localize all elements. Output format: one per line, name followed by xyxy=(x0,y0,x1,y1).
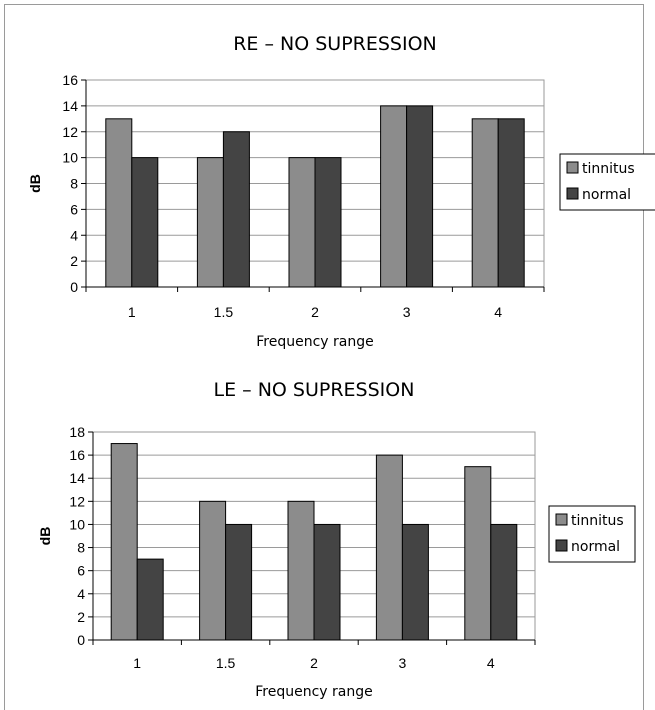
bar-normal-4 xyxy=(497,118,525,288)
legend-swatch-tinnitus xyxy=(566,161,579,174)
x-tick-label: 3 xyxy=(399,655,407,671)
chart-title: LE – NO SUPRESSION xyxy=(214,379,415,401)
y-tick-label: 2 xyxy=(70,253,78,269)
y-tick-label: 18 xyxy=(69,424,85,440)
bar-normal-4 xyxy=(490,523,518,641)
bar-tinnitus-2 xyxy=(287,500,315,641)
legend-swatch-normal xyxy=(555,539,568,552)
x-axis-label: Frequency range xyxy=(256,334,373,350)
y-tick-label: 4 xyxy=(77,586,85,602)
y-tick-label: 8 xyxy=(70,176,78,192)
bar-normal-2 xyxy=(314,157,342,288)
x-tick-label: 1.5 xyxy=(214,304,234,320)
bar-normal-1.5 xyxy=(222,131,250,288)
y-axis-label: dB xyxy=(27,174,43,193)
bar-tinnitus-2 xyxy=(288,157,316,288)
chart-1: RE – NO SUPRESSION 0 2 4 6 8 10 12 14 16 1 1.5 2 3 4 Fr… xyxy=(27,33,655,350)
x-tick-label: 4 xyxy=(494,304,502,320)
y-tick-label: 16 xyxy=(62,72,78,88)
legend-swatch-tinnitus xyxy=(555,513,568,526)
bar-tinnitus-1 xyxy=(110,443,138,641)
bar-tinnitus-3 xyxy=(380,105,408,288)
bar-normal-1 xyxy=(131,157,159,288)
legend: tinnitus normal xyxy=(559,153,655,211)
x-tick-label: 1.5 xyxy=(216,655,236,671)
x-tick-label: 4 xyxy=(487,655,495,671)
x-tick-label: 2 xyxy=(311,304,319,320)
legend: tinnitus normal xyxy=(548,505,636,563)
chart-2: LE – NO SUPRESSION 0 2 4 6 8 10 12 14 16 18 1 1.5 2 3 4… xyxy=(37,379,636,700)
x-axis-label: Frequency range xyxy=(255,684,372,700)
x-tick-label: 1 xyxy=(128,304,136,320)
bar-normal-1.5 xyxy=(225,523,253,641)
legend-label-normal: normal xyxy=(582,187,631,203)
figure-frame xyxy=(4,4,644,710)
y-tick-label: 2 xyxy=(77,609,85,625)
legend-label-normal: normal xyxy=(571,539,620,555)
bar-normal-3 xyxy=(401,523,429,641)
y-tick-label: 0 xyxy=(77,632,85,648)
bar-tinnitus-3 xyxy=(375,454,403,641)
x-tick-label: 3 xyxy=(403,304,411,320)
y-tick-label: 6 xyxy=(70,201,78,217)
y-tick-label: 0 xyxy=(70,279,78,295)
bar-normal-1 xyxy=(136,558,164,641)
y-axis-label: dB xyxy=(37,527,53,546)
chart-title: RE – NO SUPRESSION xyxy=(233,33,437,55)
y-tick-label: 6 xyxy=(77,563,85,579)
bar-tinnitus-4 xyxy=(471,118,499,288)
bar-tinnitus-1 xyxy=(105,118,133,288)
bar-tinnitus-1.5 xyxy=(199,500,227,641)
bar-normal-2 xyxy=(313,523,341,641)
legend-swatch-normal xyxy=(566,187,579,200)
y-tick-label: 16 xyxy=(69,447,85,463)
y-tick-label: 8 xyxy=(77,540,85,556)
y-tick-label: 4 xyxy=(70,227,78,243)
legend-label-tinnitus: tinnitus xyxy=(571,513,624,529)
y-tick-label: 14 xyxy=(69,470,85,486)
bar-normal-3 xyxy=(406,105,434,288)
y-tick-label: 12 xyxy=(69,493,85,509)
bar-tinnitus-4 xyxy=(464,466,492,641)
x-tick-label: 1 xyxy=(133,655,141,671)
bar-tinnitus-1.5 xyxy=(196,157,224,288)
y-tick-label: 10 xyxy=(62,150,78,166)
y-tick-label: 12 xyxy=(62,124,78,140)
y-tick-label: 10 xyxy=(69,516,85,532)
y-tick-label: 14 xyxy=(62,98,78,114)
x-tick-label: 2 xyxy=(310,655,318,671)
legend-label-tinnitus: tinnitus xyxy=(582,161,635,177)
